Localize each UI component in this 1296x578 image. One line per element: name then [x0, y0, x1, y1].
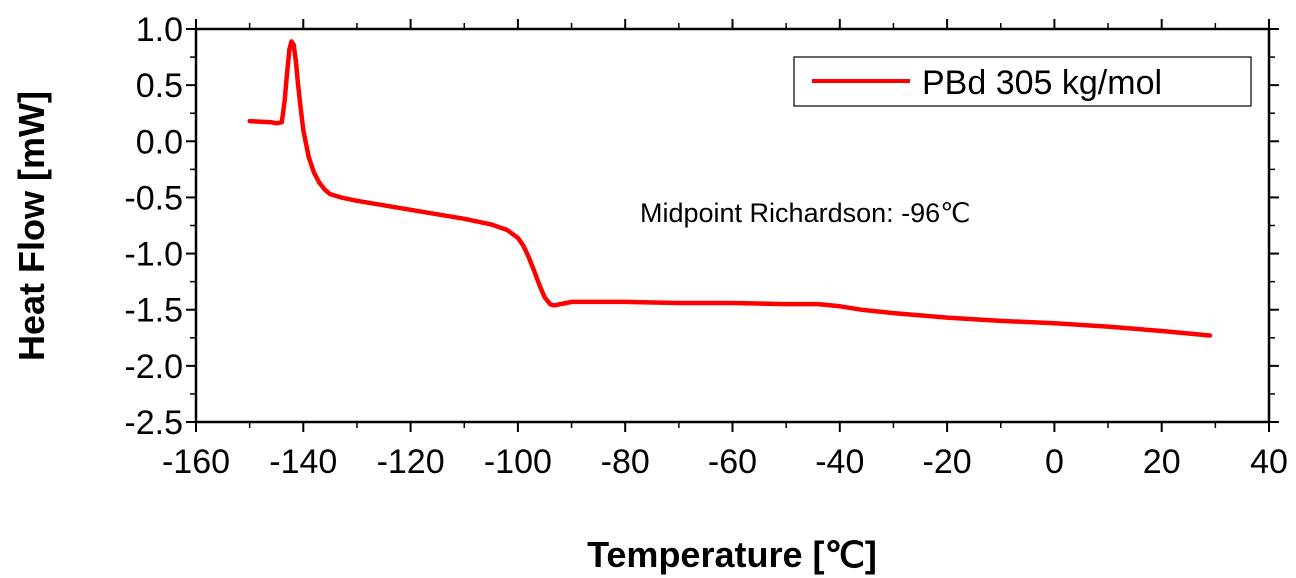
y-tick-label: 0.0 — [136, 123, 183, 161]
y-tick-label: 1.0 — [136, 11, 183, 49]
y-tick-label: -0.5 — [124, 179, 183, 217]
y-tick-label: 0.5 — [136, 67, 183, 105]
series-line — [247, 39, 1213, 338]
y-axis-title: Heat Flow [mW] — [11, 91, 52, 361]
x-axis-title: Temperature [℃] — [587, 534, 877, 575]
x-tick-label: -80 — [601, 443, 650, 481]
x-tick-label: 40 — [1250, 443, 1288, 481]
y-tick-label: -2.0 — [124, 348, 183, 386]
x-tick-label: -160 — [162, 443, 230, 481]
x-tick-label: -20 — [923, 443, 972, 481]
y-tick-label: -1.0 — [124, 236, 183, 274]
legend: PBd 305 kg/mol — [793, 56, 1252, 107]
series-layer — [247, 39, 1213, 338]
x-tick-label: -140 — [269, 443, 337, 481]
x-tick-label: 20 — [1143, 443, 1181, 481]
y-tick-label: -2.5 — [124, 404, 183, 442]
x-tick-label: -120 — [377, 443, 445, 481]
x-tick-label: 0 — [1045, 443, 1064, 481]
midpoint-annotation: Midpoint Richardson: -96℃ — [640, 198, 970, 228]
y-tick-label: -1.5 — [124, 292, 183, 330]
x-tick-label: -60 — [708, 443, 757, 481]
legend-label: PBd 305 kg/mol — [922, 64, 1162, 102]
x-tick-label: -40 — [815, 443, 864, 481]
ticks-layer: -160 -140 -120 -100 -80 -60 -40 -20 0 20 40 1.0 0.5 0… — [124, 11, 1288, 481]
x-tick-label: -100 — [484, 443, 552, 481]
